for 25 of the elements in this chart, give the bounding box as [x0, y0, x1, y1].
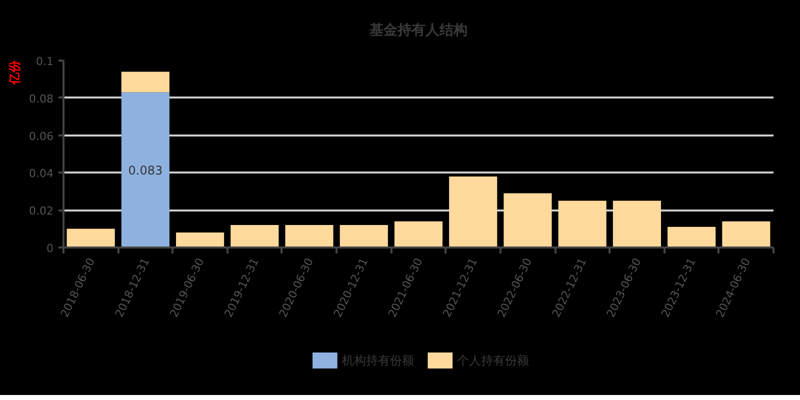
- bar: [504, 193, 552, 248]
- bar: [66, 228, 115, 248]
- bar: [722, 221, 770, 248]
- bar: [612, 200, 661, 248]
- bar: [285, 225, 334, 248]
- legend-label: 机构持有份额: [342, 354, 414, 368]
- bar: [176, 232, 224, 248]
- chart-title: 基金持有人结构: [368, 22, 468, 38]
- y-tick-label: 0.1: [36, 55, 54, 68]
- data-label: 0.083: [128, 163, 163, 178]
- bar: [668, 226, 716, 248]
- y-tick-label: 0.02: [29, 204, 54, 218]
- bar: [230, 225, 279, 248]
- bar: [340, 225, 388, 248]
- bar: [121, 72, 170, 92]
- bar: [449, 176, 498, 248]
- y-tick-label: 0.08: [29, 92, 54, 106]
- y-tick-label: 0: [46, 242, 54, 255]
- bar: [121, 92, 170, 248]
- y-tick-label: 0.06: [29, 130, 54, 143]
- bar: [558, 200, 606, 248]
- bar: [394, 221, 443, 248]
- y-tick-label: 0.04: [29, 167, 54, 180]
- legend-label: 个人持有份额: [456, 354, 529, 368]
- y-axis-title: 亿份: [8, 60, 22, 86]
